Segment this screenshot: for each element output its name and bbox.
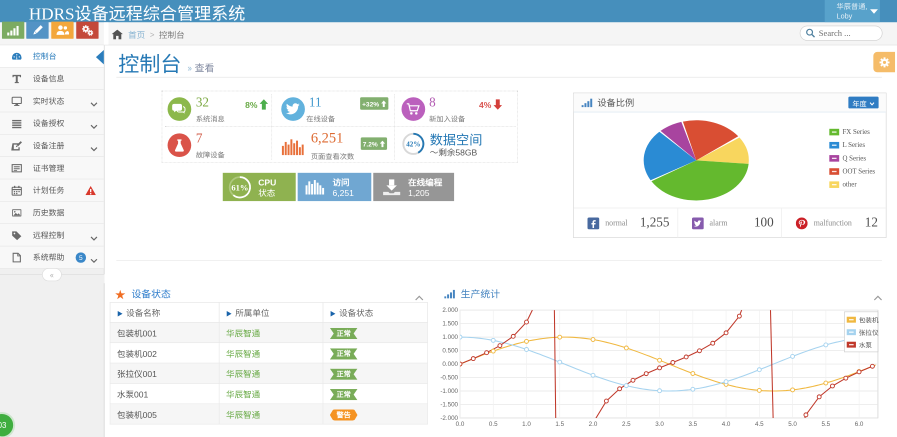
svg-text:5.5: 5.5 <box>821 421 830 428</box>
svg-text:张拉仪: 张拉仪 <box>859 327 879 337</box>
svg-text:水泵: 水泵 <box>859 339 873 349</box>
svg-text:2.5: 2.5 <box>622 421 631 428</box>
svg-text:1.500: 1.500 <box>442 321 458 328</box>
svg-text:包装机: 包装机 <box>859 314 879 324</box>
svg-text:0.0: 0.0 <box>456 421 465 428</box>
svg-text:-1.000: -1.000 <box>440 388 458 395</box>
svg-text:1.0: 1.0 <box>522 421 531 428</box>
svg-text:0.500: 0.500 <box>442 348 458 355</box>
svg-text:-0.500: -0.500 <box>440 374 458 381</box>
svg-text:4.0: 4.0 <box>722 421 731 428</box>
svg-text:-2.000: -2.000 <box>440 415 458 422</box>
svg-text:5.0: 5.0 <box>788 421 797 428</box>
svg-text:0.000: 0.000 <box>442 361 458 368</box>
svg-text:1.000: 1.000 <box>442 334 458 341</box>
svg-text:2.0: 2.0 <box>589 421 598 428</box>
svg-text:3.0: 3.0 <box>655 421 664 428</box>
svg-text:4.5: 4.5 <box>755 421 764 428</box>
svg-text:42%: 42% <box>406 140 420 148</box>
svg-text:61%: 61% <box>231 182 248 192</box>
svg-text:3.5: 3.5 <box>688 421 697 428</box>
svg-text:1.5: 1.5 <box>555 421 564 428</box>
svg-text:0.5: 0.5 <box>489 421 498 428</box>
svg-text:-1.500: -1.500 <box>440 401 458 408</box>
svg-text:5: 5 <box>79 255 83 262</box>
svg-text:2.000: 2.000 <box>442 307 458 314</box>
svg-text:6.0: 6.0 <box>855 421 864 428</box>
